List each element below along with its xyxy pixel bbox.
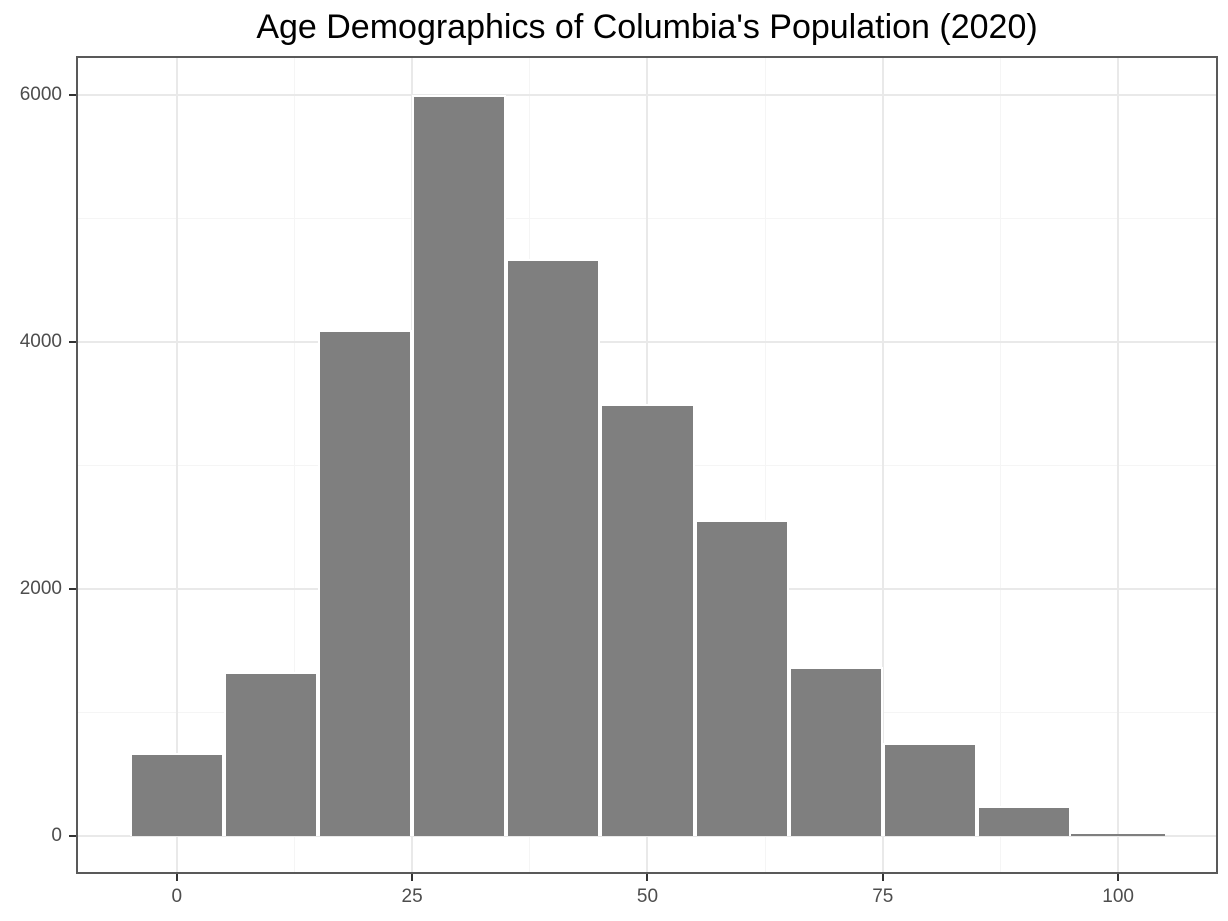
histogram-bar <box>412 95 507 836</box>
histogram-bar <box>506 259 601 836</box>
y-tick-mark <box>69 834 76 837</box>
histogram-bar <box>600 403 695 836</box>
x-tick-label: 50 <box>636 886 659 907</box>
gridline-x-minor <box>764 57 766 873</box>
x-tick-mark <box>411 874 414 881</box>
gridline-x-major <box>1117 57 1120 873</box>
gridline-x-major <box>881 57 884 873</box>
y-tick-label: 2000 <box>19 578 62 600</box>
histogram-bar <box>317 329 413 836</box>
y-tick-mark <box>69 341 76 344</box>
x-tick-label: 0 <box>171 886 183 907</box>
x-tick-mark <box>1117 874 1120 881</box>
histogram-bar <box>788 666 883 836</box>
histogram-bar <box>1071 834 1166 836</box>
x-tick-mark <box>646 874 649 881</box>
gridline-x-major <box>175 57 178 873</box>
histogram-bar <box>694 519 789 836</box>
histogram-bar <box>223 671 318 836</box>
histogram-bar <box>976 805 1072 836</box>
x-tick-mark <box>175 874 178 881</box>
x-tick-label: 25 <box>401 886 423 907</box>
x-tick-label: 75 <box>872 886 894 907</box>
y-tick-label: 4000 <box>19 331 62 353</box>
y-tick-mark <box>69 588 76 591</box>
y-tick-mark <box>69 94 76 97</box>
x-tick-label: 100 <box>1102 886 1134 907</box>
plot-panel <box>77 57 1217 873</box>
chart-title: Age Demographics of Columbia's Populatio… <box>256 8 1038 46</box>
histogram-bar <box>129 753 224 836</box>
y-tick-label: 6000 <box>19 84 62 106</box>
histogram-bar <box>882 743 977 836</box>
y-tick-label: 0 <box>51 824 62 846</box>
gridline-x-minor <box>999 57 1001 873</box>
x-tick-mark <box>881 874 884 881</box>
gridline-x-minor <box>293 57 295 873</box>
